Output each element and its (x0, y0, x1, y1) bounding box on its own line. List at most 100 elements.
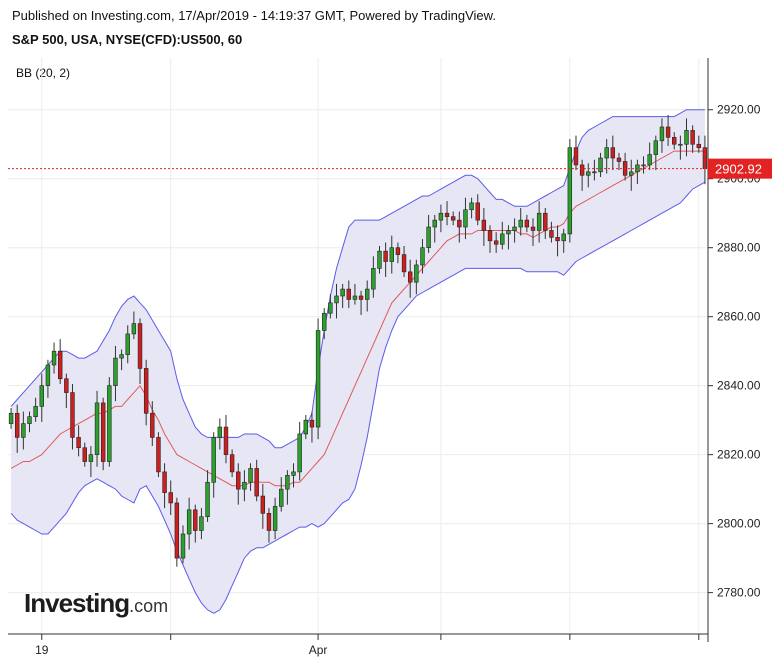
candle-up (420, 247, 425, 266)
candle-up (500, 233, 505, 245)
y-tick-label: 2840.00 (717, 379, 761, 393)
candle-up (414, 264, 419, 283)
candle-down (450, 216, 456, 221)
candle-up (315, 330, 321, 428)
candle-up (205, 481, 210, 518)
candle-down (573, 147, 579, 166)
candle-down (236, 471, 241, 490)
candle-down (493, 240, 499, 245)
candle-up (107, 385, 112, 462)
candle-up (27, 416, 32, 424)
candle-up (45, 364, 51, 386)
x-tick-label: Apr (309, 643, 328, 657)
candle-down (665, 126, 671, 138)
y-tick-label: 2920.00 (717, 103, 761, 117)
candle-up (334, 295, 339, 304)
candle-down (174, 502, 180, 559)
candle-up (340, 288, 345, 297)
candle-up (217, 426, 223, 438)
candle-down (610, 147, 616, 159)
candle-up (598, 157, 603, 173)
candle-down (70, 392, 75, 438)
candle-up (432, 219, 437, 228)
candle-up (352, 295, 358, 300)
candle-up (33, 406, 38, 418)
basis-line (10, 150, 705, 487)
candle-up (199, 516, 204, 531)
published-caption: Published on Investing.com, 17/Apr/2019 … (12, 8, 496, 23)
candle-up (536, 212, 542, 231)
candle-down (15, 412, 20, 438)
candle-down (64, 378, 69, 393)
candle-up (561, 233, 566, 242)
candle-up (186, 509, 192, 535)
candle-up (88, 454, 94, 462)
candle-down (530, 226, 536, 231)
candle-down (82, 447, 87, 462)
candle-down (57, 350, 63, 380)
candles (8, 114, 708, 567)
candle-up (389, 247, 394, 262)
candle-down (383, 250, 388, 262)
candle-down (223, 426, 229, 455)
candle-up (285, 475, 290, 490)
upper-band (10, 109, 705, 449)
candle-down (309, 419, 315, 428)
candle-up (438, 212, 444, 221)
instrument-title: S&P 500, USA, NYSE(CFD):US500, 60 (12, 32, 243, 47)
candle-down (150, 412, 155, 438)
candle-down (543, 212, 548, 231)
candle-down (137, 323, 143, 369)
candle-up (303, 419, 309, 435)
candle-down (672, 137, 677, 145)
candle-up (586, 171, 591, 176)
candle-up (371, 268, 376, 290)
candle-up (211, 437, 216, 483)
candle-up (297, 433, 302, 473)
candle-up (604, 147, 609, 159)
y-tick-label: 2880.00 (717, 241, 761, 255)
candle-down (481, 219, 487, 231)
candle-down (524, 219, 530, 228)
y-tick-label: 2780.00 (717, 586, 761, 600)
candle-down (260, 495, 266, 514)
candle-down (487, 230, 493, 242)
candle-up (377, 250, 382, 269)
candle-up (469, 202, 474, 211)
candle-up (684, 130, 689, 145)
candle-up (279, 488, 284, 507)
candle-up (119, 354, 124, 359)
investing-logo: Investing.com (24, 588, 168, 619)
bollinger-bands (10, 109, 706, 614)
candle-down (401, 254, 407, 273)
candle-up (653, 140, 659, 155)
candle-up (518, 219, 523, 228)
candle-down (266, 512, 272, 531)
candle-up (51, 350, 57, 366)
candle-up (8, 412, 14, 424)
candle-down (156, 437, 161, 473)
indicator-label[interactable]: BB (20, 2) (16, 66, 71, 80)
candle-down (229, 454, 235, 473)
candle-up (463, 209, 468, 228)
candle-down (690, 130, 695, 145)
candle-up (641, 164, 646, 167)
candle-up (242, 481, 247, 490)
candle-down (549, 230, 554, 238)
candle-up (512, 226, 517, 231)
candle-down (616, 157, 622, 162)
current-price-label: 2902.92 (715, 162, 762, 177)
candle-down (696, 143, 701, 148)
candle-down (346, 288, 351, 300)
y-tick-label: 2820.00 (717, 448, 761, 462)
candle-up (567, 147, 573, 235)
candle-up (592, 171, 597, 174)
candle-down (444, 212, 450, 217)
lower-band (10, 181, 706, 614)
candle-down (555, 237, 560, 242)
candle-down (475, 202, 480, 221)
x-tick-label: 19 (35, 643, 49, 657)
candle-up (94, 402, 100, 455)
candle-up (125, 333, 130, 355)
